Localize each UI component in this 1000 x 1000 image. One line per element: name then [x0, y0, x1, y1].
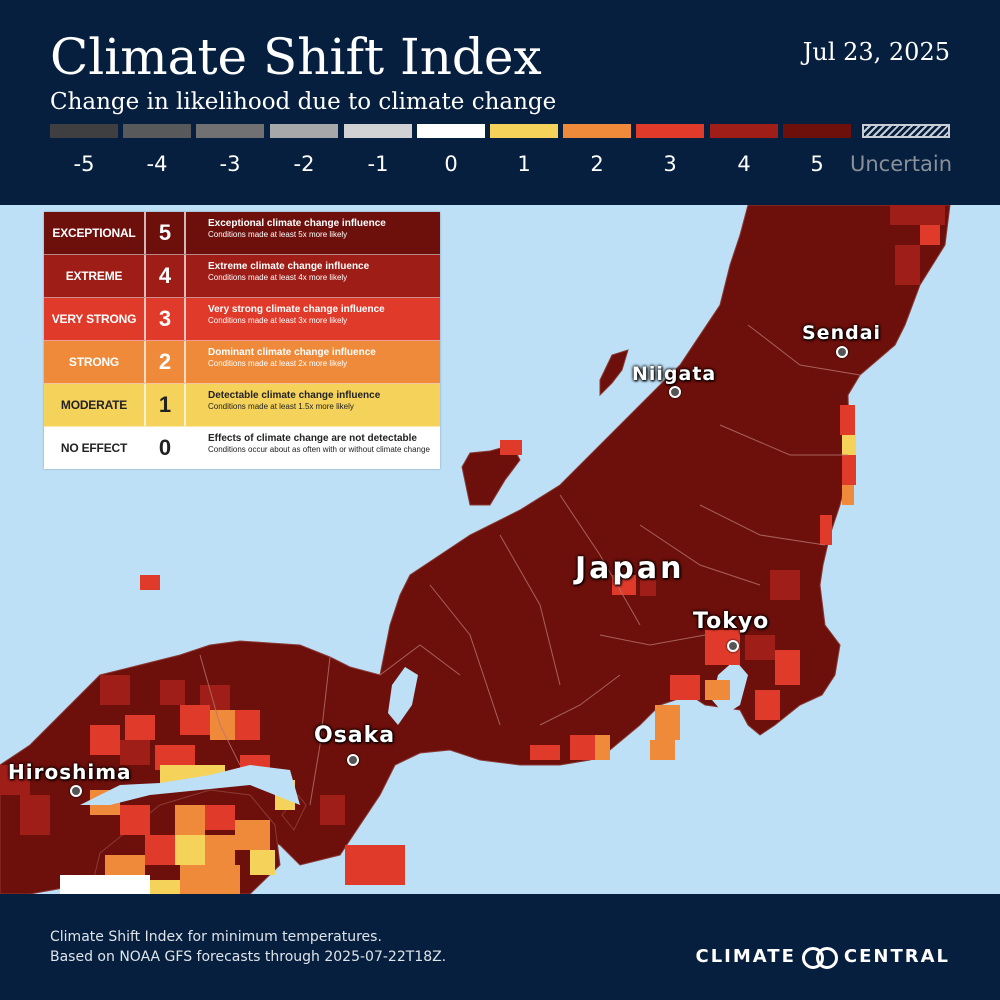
scale-swatch-0 [417, 124, 485, 138]
scale-swatch-4 [710, 124, 778, 138]
city-label-niigata: Niigata [632, 363, 717, 385]
scale-label-3: 3 [663, 152, 677, 176]
legend-category: STRONG [44, 341, 146, 383]
brand-word-right: CENTRAL [843, 946, 950, 967]
legend-subtext: Conditions made at least 2x more likely [208, 359, 348, 368]
header: Climate Shift Index Change in likelihood… [0, 0, 1000, 205]
scale-swatch-minus-1 [344, 124, 412, 138]
scale-swatch-3 [636, 124, 704, 138]
page-title: Climate Shift Index [50, 28, 542, 86]
seto-inland-sea [80, 765, 300, 805]
legend-level: 4 [146, 255, 186, 297]
legend-heading: Very strong climate change influence [208, 304, 385, 315]
legend-row-extreme: EXTREME 4 Extreme climate change influen… [44, 255, 440, 298]
niigata-marker[interactable] [669, 386, 681, 398]
tokyo-marker[interactable] [727, 640, 739, 652]
page-subtitle: Change in likelihood due to climate chan… [50, 89, 557, 115]
scale-label-minus-2: -2 [293, 152, 315, 176]
scale-label-5: 5 [810, 152, 824, 176]
legend-heading: Extreme climate change influence [208, 261, 370, 272]
legend-level: 1 [146, 384, 186, 426]
footer-caption: Climate Shift Index for minimum temperat… [50, 927, 446, 967]
map-svg [0, 205, 951, 894]
scale-swatch-1 [490, 124, 558, 138]
legend-row-strong: STRONG 2 Dominant climate change influen… [44, 341, 440, 384]
country-label-japan: Japan [575, 551, 685, 586]
legend-description: Extreme climate change influence Conditi… [186, 255, 440, 297]
scale-label-minus-5: -5 [73, 152, 95, 176]
scale-label-minus-4: -4 [146, 152, 168, 176]
legend-description: Exceptional climate change influence Con… [186, 212, 440, 254]
legend-row-no-effect: NO EFFECT 0 Effects of climate change ar… [44, 427, 440, 469]
legend-heading: Exceptional climate change influence [208, 218, 386, 229]
scale-label-0: 0 [444, 152, 458, 176]
map-area[interactable]: Sendai Niigata Japan Tokyo Osaka Hiroshi… [0, 205, 1000, 894]
footer-line-2: Based on NOAA GFS forecasts through 2025… [50, 949, 447, 965]
legend-description: Dominant climate change influence Condit… [186, 341, 440, 383]
legend-description: Very strong climate change influence Con… [186, 298, 440, 340]
legend-row-exceptional: EXCEPTIONAL 5 Exceptional climate change… [44, 212, 440, 255]
brand-word-left: CLIMATE [695, 946, 796, 967]
double-ring-icon [801, 946, 838, 969]
legend-category: NO EFFECT [44, 427, 146, 469]
legend-subtext: Conditions occur about as often with or … [208, 445, 430, 454]
scale-label-uncertain: Uncertain [850, 152, 953, 176]
osaka-marker[interactable] [347, 754, 359, 766]
csi-legend-table: EXCEPTIONAL 5 Exceptional climate change… [44, 212, 440, 469]
legend-level: 2 [146, 341, 186, 383]
scale-label-minus-1: -1 [367, 152, 389, 176]
scale-label-minus-3: -3 [219, 152, 241, 176]
scale-label-1: 1 [517, 152, 531, 176]
climate-central-logo: CLIMATE CENTRAL [695, 946, 950, 969]
color-scale: -5 -4 -3 -2 -1 0 1 2 3 4 5 Uncertain [50, 124, 952, 184]
legend-row-very-strong: VERY STRONG 3 Very strong climate change… [44, 298, 440, 341]
legend-subtext: Conditions made at least 3x more likely [208, 316, 348, 325]
legend-level: 5 [146, 212, 186, 254]
legend-category: MODERATE [44, 384, 146, 426]
city-label-hiroshima: Hiroshima [8, 760, 132, 784]
footer-line-1: Climate Shift Index for minimum temperat… [50, 929, 382, 945]
scale-swatch-minus-4 [123, 124, 191, 138]
legend-description: Detectable climate change influence Cond… [186, 384, 440, 426]
legend-heading: Detectable climate change influence [208, 390, 381, 401]
scale-swatch-5 [783, 124, 851, 138]
legend-category: EXCEPTIONAL [44, 212, 146, 254]
scale-swatch-uncertain [862, 124, 950, 138]
legend-level: 0 [146, 427, 186, 469]
sendai-marker[interactable] [836, 346, 848, 358]
legend-heading: Dominant climate change influence [208, 347, 376, 358]
scale-swatch-minus-5 [50, 124, 118, 138]
city-label-osaka: Osaka [314, 723, 396, 748]
scale-swatch-minus-2 [270, 124, 338, 138]
scale-swatch-2 [563, 124, 631, 138]
sado-island [599, 349, 629, 397]
legend-level: 3 [146, 298, 186, 340]
hiroshima-marker[interactable] [70, 785, 82, 797]
legend-row-moderate: MODERATE 1 Detectable climate change inf… [44, 384, 440, 427]
legend-category: EXTREME [44, 255, 146, 297]
prefecture-borders [199, 324, 861, 806]
csi-cells [0, 205, 945, 894]
lake-biwa [388, 667, 418, 725]
legend-category: VERY STRONG [44, 298, 146, 340]
city-label-sendai: Sendai [802, 322, 882, 344]
legend-subtext: Conditions made at least 1.5x more likel… [208, 402, 354, 411]
forecast-date: Jul 23, 2025 [802, 38, 950, 66]
city-label-tokyo: Tokyo [693, 609, 770, 634]
scale-label-4: 4 [737, 152, 751, 176]
scale-label-2: 2 [590, 152, 604, 176]
legend-subtext: Conditions made at least 5x more likely [208, 230, 348, 239]
legend-description: Effects of climate change are not detect… [186, 427, 440, 469]
legend-subtext: Conditions made at least 4x more likely [208, 273, 348, 282]
scale-swatch-minus-3 [196, 124, 264, 138]
legend-heading: Effects of climate change are not detect… [208, 433, 417, 444]
footer: Climate Shift Index for minimum temperat… [0, 894, 1000, 1000]
